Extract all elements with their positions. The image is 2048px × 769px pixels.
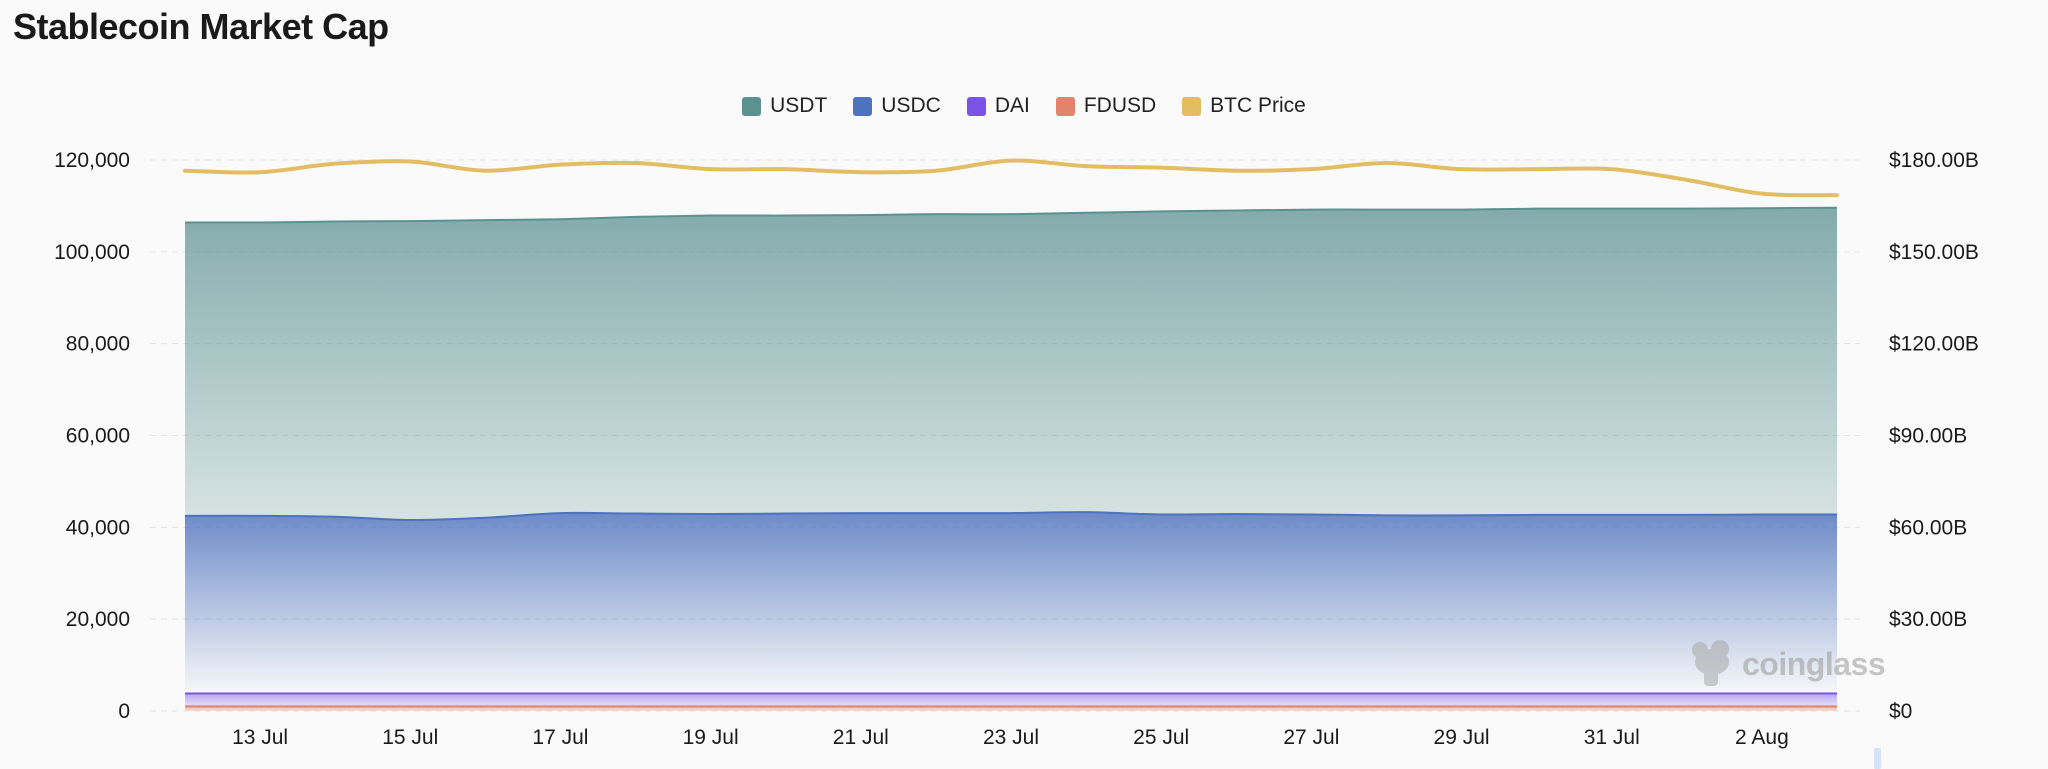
legend-label-usdt: USDT	[770, 94, 828, 117]
x-tick-label: 29 Jul	[1434, 726, 1490, 749]
legend-swatch-btc-price	[1182, 96, 1202, 116]
axes: 0 $0 20,000 $30.00B 40,000 $60.00B 60,000 $90.0…	[54, 149, 1979, 749]
y-left-tick-label: 120,000	[54, 149, 130, 172]
x-tick-label: 23 Jul	[983, 726, 1039, 749]
legend-label-btc-price: BTC Price	[1210, 94, 1306, 117]
coinglass-logo-icon	[1692, 640, 1729, 686]
y-right-tick-label: $180.00B	[1889, 149, 1979, 172]
y-left-tick-label: 60,000	[66, 425, 130, 448]
chart-legend: USDT USDC DAI FDUSD BTC Price	[0, 94, 2048, 118]
legend-item-usdt[interactable]: USDT	[742, 94, 827, 118]
legend-item-usdc[interactable]: USDC	[853, 94, 941, 118]
legend-swatch-usdc	[853, 96, 873, 116]
x-tick-label: 25 Jul	[1133, 726, 1189, 749]
area-dai	[185, 693, 1837, 707]
legend-label-fdusd: FDUSD	[1083, 94, 1157, 117]
y-right-tick-label: $60.00B	[1889, 516, 1967, 539]
y-right-tick-label: $150.00B	[1889, 241, 1979, 264]
area-series	[184, 206, 1838, 711]
y-left-tick-label: 40,000	[66, 516, 130, 539]
legend-label-dai: DAI	[994, 94, 1030, 117]
area-usdc	[185, 512, 1837, 694]
x-tick-label: 27 Jul	[1283, 726, 1339, 749]
x-tick-label: 13 Jul	[232, 726, 288, 749]
watermark-text: coinglass	[1742, 645, 1886, 682]
x-tick-label: 17 Jul	[532, 726, 588, 749]
coinglass-watermark: coinglass	[1690, 640, 1886, 688]
area-usdt	[185, 207, 1837, 520]
legend-item-fdusd[interactable]: FDUSD	[1055, 94, 1157, 118]
legend-swatch-usdt	[742, 96, 762, 116]
legend-swatch-dai	[966, 96, 986, 116]
x-tick-label: 15 Jul	[382, 726, 438, 749]
x-tick-label: 2 Aug	[1735, 726, 1789, 749]
x-tick-label: 21 Jul	[833, 726, 889, 749]
y-right-tick-label: $0	[1889, 700, 1912, 723]
area-edge-usdt	[184, 206, 1838, 224]
area-fdusd	[185, 706, 1837, 711]
btc-price-line-path	[183, 158, 1839, 198]
page-title: Stablecoin Market Cap	[13, 6, 389, 47]
y-left-tick-label: 100,000	[54, 241, 130, 264]
y-left-tick-label: 0	[118, 700, 130, 723]
legend-item-dai[interactable]: DAI	[966, 94, 1030, 118]
y-right-tick-label: $30.00B	[1889, 608, 1967, 631]
legend-label-usdc: USDC	[881, 94, 941, 117]
y-right-tick-label: $120.00B	[1889, 333, 1979, 356]
y-left-tick-label: 20,000	[66, 608, 130, 631]
area-edge-usdc	[184, 511, 1838, 521]
legend-item-btc-price[interactable]: BTC Price	[1182, 94, 1306, 118]
x-tick-label: 31 Jul	[1584, 726, 1640, 749]
x-tick-label: 19 Jul	[683, 726, 739, 749]
legend-swatch-fdusd	[1055, 96, 1075, 116]
scrollbar-thumb[interactable]	[1874, 748, 1881, 769]
y-right-tick-label: $90.00B	[1889, 425, 1967, 448]
y-left-tick-label: 80,000	[66, 333, 130, 356]
btc-price-line	[183, 158, 1839, 198]
